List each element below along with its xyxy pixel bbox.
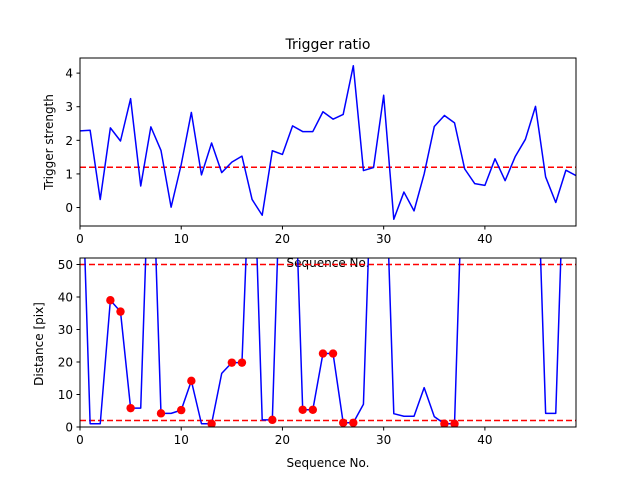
y-tick-label: 0 <box>65 421 73 435</box>
x-tick-label: 0 <box>76 232 84 246</box>
data-point <box>207 419 216 427</box>
y-axis-label: Trigger strength <box>42 94 56 191</box>
axes-frame <box>79 257 577 428</box>
data-point <box>440 419 449 427</box>
x-axis-label: Sequence No. <box>287 456 370 470</box>
x-tick-label: 40 <box>477 232 492 246</box>
y-tick-label: 2 <box>65 134 73 148</box>
y-tick-label: 40 <box>58 291 73 305</box>
data-point <box>126 403 135 413</box>
x-tick-label: 30 <box>376 232 391 246</box>
data-point <box>237 358 247 367</box>
data-point <box>349 418 358 427</box>
data-point <box>338 418 348 427</box>
data-point <box>156 409 166 418</box>
y-tick-label: 20 <box>58 356 73 370</box>
data-point <box>177 405 186 415</box>
plot-area <box>80 64 576 221</box>
data-point <box>268 415 277 425</box>
y-tick-label: 0 <box>65 201 73 215</box>
axes-frame <box>79 57 577 227</box>
chart-title: Trigger ratio <box>284 37 370 53</box>
distance-chart: Distance [pix] Sequence No. 0 10 20 30 40 0 10… <box>32 257 577 470</box>
x-tick-label: 30 <box>376 433 391 447</box>
plot-area <box>80 258 576 427</box>
data-point <box>308 405 318 414</box>
x-tick-label: 20 <box>275 433 290 447</box>
series-line <box>80 64 576 221</box>
y-axis-label: Distance [pix] <box>32 302 46 386</box>
x-tick-label: 20 <box>275 232 290 246</box>
y-tick-label: 1 <box>65 167 73 181</box>
x-tick-label: 40 <box>477 433 492 447</box>
x-tick-label: 10 <box>174 433 189 447</box>
y-tick-label: 3 <box>65 100 73 114</box>
data-point <box>298 405 307 414</box>
data-point <box>187 376 196 386</box>
y-tick-label: 50 <box>58 258 73 272</box>
data-point <box>450 419 459 427</box>
data-point <box>318 349 328 358</box>
data-point <box>227 358 237 367</box>
y-tick-label: 4 <box>65 67 73 81</box>
trigger-ratio-chart: Trigger ratio Trigger strength Sequence … <box>42 37 577 270</box>
y-tick-label: 30 <box>58 323 73 337</box>
data-point <box>328 349 338 358</box>
x-axis-label: Sequence No. <box>287 256 370 270</box>
y-tick-label: 10 <box>58 388 73 402</box>
x-tick-label: 0 <box>76 433 84 447</box>
data-point <box>116 307 125 316</box>
data-point <box>106 296 115 305</box>
x-tick-label: 10 <box>174 232 189 246</box>
